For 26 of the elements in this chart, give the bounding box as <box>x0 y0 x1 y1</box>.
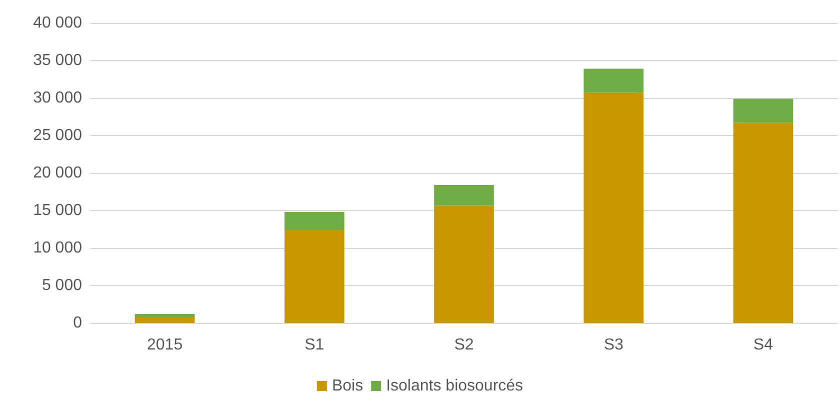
y-tick-label: 15 000 <box>33 202 82 219</box>
x-tick-label: S1 <box>304 336 324 354</box>
y-tick-label: 0 <box>73 314 82 332</box>
bar <box>434 205 494 323</box>
legend-label: Isolants biosourcés <box>386 378 524 394</box>
x-tick-label: S3 <box>604 336 624 354</box>
y-tick-label: 25 000 <box>33 127 82 144</box>
bar <box>584 92 644 323</box>
y-tick-label: 35 000 <box>33 52 82 69</box>
x-tick-label: S4 <box>753 336 774 354</box>
y-tick-label: 20 000 <box>33 164 82 182</box>
bar <box>733 98 794 123</box>
y-tick-label: 40 000 <box>33 14 82 32</box>
bar <box>434 185 494 206</box>
x-tick-label: S2 <box>454 336 474 354</box>
x-tick-label: 2015 <box>147 336 183 354</box>
y-tick-label: 30 000 <box>33 90 82 106</box>
bar <box>284 230 344 323</box>
y-tick-label: 10 000 <box>33 240 82 256</box>
bar <box>733 122 794 323</box>
bar <box>134 317 195 323</box>
bar <box>584 68 644 93</box>
bar <box>134 314 195 317</box>
bar <box>284 212 344 230</box>
legend-label: Bois <box>332 378 364 394</box>
y-tick-label: 5 000 <box>42 277 82 294</box>
